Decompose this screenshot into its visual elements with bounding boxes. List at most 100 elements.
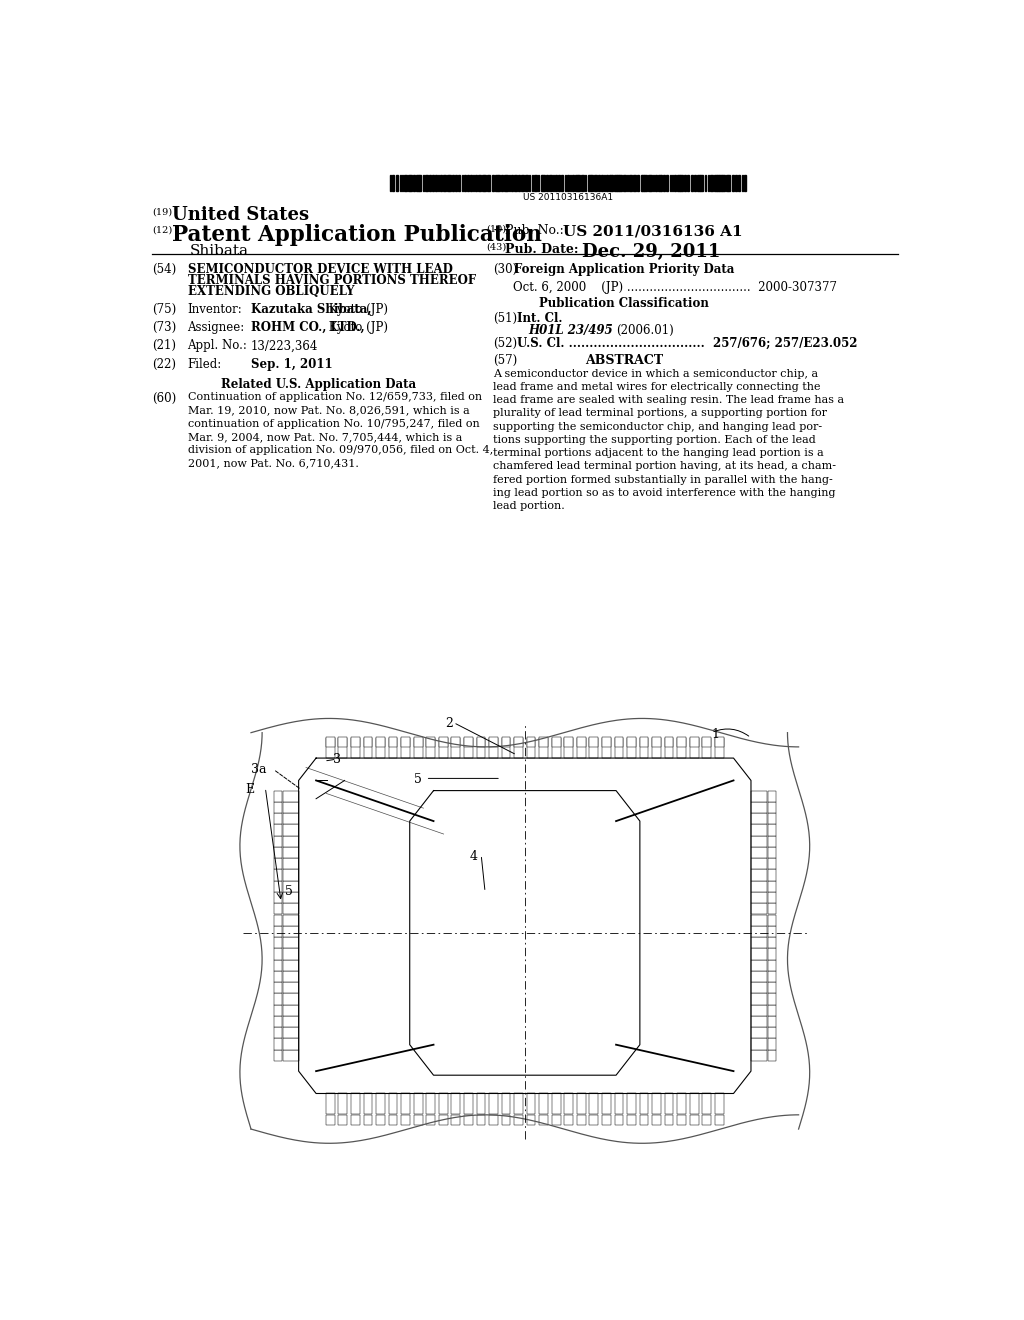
- Bar: [389, 1115, 397, 1125]
- Bar: [590, 1093, 598, 1114]
- Bar: [392, 174, 394, 191]
- Bar: [751, 1039, 767, 1049]
- Bar: [751, 836, 767, 847]
- Bar: [598, 174, 600, 191]
- Bar: [705, 174, 707, 191]
- Bar: [751, 870, 767, 880]
- Bar: [768, 937, 775, 948]
- Bar: [702, 1093, 711, 1114]
- Bar: [326, 1093, 335, 1114]
- Bar: [465, 174, 466, 191]
- Text: 1: 1: [712, 727, 719, 741]
- Bar: [439, 738, 447, 758]
- Bar: [602, 737, 610, 747]
- Bar: [364, 1115, 373, 1125]
- Bar: [521, 174, 523, 191]
- Bar: [677, 1093, 686, 1114]
- Bar: [283, 1005, 299, 1016]
- Bar: [768, 791, 775, 801]
- Bar: [399, 174, 401, 191]
- Bar: [601, 174, 603, 191]
- Bar: [283, 870, 299, 880]
- Bar: [414, 1093, 423, 1114]
- Bar: [351, 1115, 359, 1125]
- Bar: [274, 870, 282, 880]
- Bar: [768, 903, 775, 915]
- Text: 3: 3: [333, 752, 341, 766]
- Bar: [605, 174, 608, 191]
- Bar: [577, 737, 586, 747]
- Bar: [478, 174, 481, 191]
- Text: 2001, now Pat. No. 6,710,431.: 2001, now Pat. No. 6,710,431.: [187, 458, 358, 469]
- Bar: [768, 948, 775, 960]
- Bar: [426, 737, 435, 747]
- Bar: [476, 1093, 485, 1114]
- Text: (21): (21): [152, 339, 176, 352]
- Bar: [283, 791, 299, 801]
- Bar: [389, 737, 397, 747]
- Bar: [351, 738, 359, 758]
- Bar: [708, 174, 709, 191]
- Text: TERMINALS HAVING PORTIONS THEREOF: TERMINALS HAVING PORTIONS THEREOF: [187, 275, 475, 288]
- Bar: [489, 1115, 498, 1125]
- Bar: [564, 737, 573, 747]
- Text: (73): (73): [152, 321, 176, 334]
- Bar: [476, 737, 485, 747]
- Bar: [404, 174, 407, 191]
- Bar: [665, 737, 674, 747]
- Bar: [681, 174, 683, 191]
- Bar: [768, 915, 775, 925]
- Text: lead frame are sealed with sealing resin. The lead frame has a: lead frame are sealed with sealing resin…: [494, 395, 844, 405]
- Text: Foreign Application Priority Data: Foreign Application Priority Data: [514, 263, 734, 276]
- Bar: [274, 880, 282, 892]
- Bar: [425, 174, 428, 191]
- Bar: [274, 972, 282, 982]
- Bar: [627, 738, 636, 758]
- Bar: [274, 948, 282, 960]
- Bar: [655, 174, 657, 191]
- Bar: [693, 174, 696, 191]
- Bar: [647, 174, 650, 191]
- Bar: [482, 174, 483, 191]
- Bar: [697, 174, 699, 191]
- Bar: [283, 972, 299, 982]
- Bar: [283, 948, 299, 960]
- Text: (51): (51): [494, 312, 517, 325]
- Bar: [376, 1093, 385, 1114]
- Bar: [409, 174, 410, 191]
- Text: Related U.S. Application Data: Related U.S. Application Data: [221, 378, 416, 391]
- Bar: [555, 174, 557, 191]
- Text: Shibata: Shibata: [189, 244, 249, 257]
- Bar: [741, 174, 743, 191]
- Bar: [711, 174, 713, 191]
- Bar: [274, 858, 282, 870]
- Bar: [543, 174, 545, 191]
- Bar: [283, 803, 299, 813]
- Text: H01L 23/495: H01L 23/495: [528, 325, 613, 337]
- Text: 13/223,364: 13/223,364: [251, 339, 318, 352]
- Bar: [624, 174, 626, 191]
- Bar: [283, 836, 299, 847]
- Bar: [687, 174, 689, 191]
- Bar: [464, 738, 473, 758]
- Bar: [452, 1115, 460, 1125]
- Bar: [672, 174, 674, 191]
- Bar: [768, 892, 775, 903]
- Bar: [464, 737, 473, 747]
- Bar: [751, 937, 767, 948]
- Bar: [751, 903, 767, 915]
- Bar: [751, 791, 767, 801]
- Bar: [283, 1027, 299, 1039]
- Bar: [768, 1016, 775, 1027]
- Text: U.S. Cl. .................................  257/676; 257/E23.052: U.S. Cl. ...............................…: [517, 338, 857, 350]
- Bar: [644, 174, 647, 191]
- Bar: [582, 174, 585, 191]
- Bar: [443, 174, 445, 191]
- Bar: [283, 813, 299, 825]
- Bar: [526, 1115, 536, 1125]
- Bar: [640, 1115, 648, 1125]
- Bar: [677, 174, 680, 191]
- Text: Appl. No.:: Appl. No.:: [187, 339, 248, 352]
- Bar: [715, 1093, 724, 1114]
- Bar: [700, 174, 703, 191]
